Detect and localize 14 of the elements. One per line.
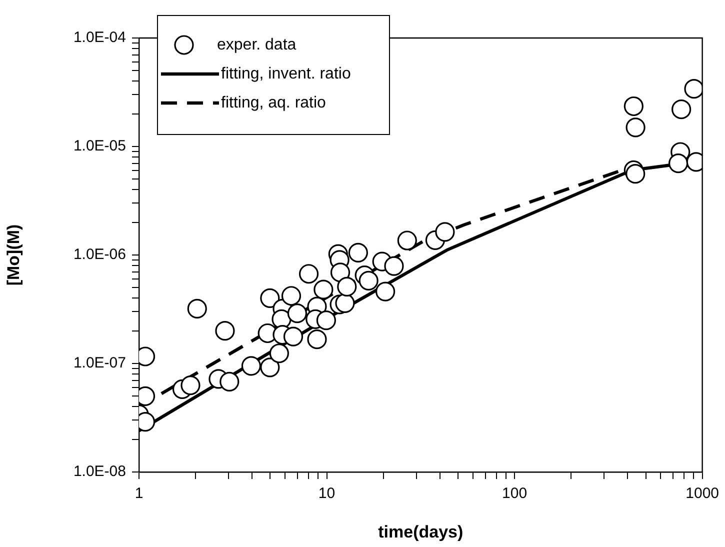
- x-tick-label: 1: [134, 485, 144, 502]
- legend-label: fitting, invent. ratio: [221, 65, 351, 82]
- legend-label: exper. data: [217, 36, 296, 54]
- y-tick-label: 1.0E-07: [73, 354, 126, 372]
- y-tick-label: 1.0E-06: [73, 246, 126, 264]
- y-tick-label: 1.0E-04: [73, 29, 126, 46]
- y-tick-label: 1.0E-05: [73, 138, 126, 155]
- x-tick-label: 10: [318, 485, 336, 502]
- x-tick-label: 1000: [686, 485, 720, 502]
- y-tick-label: 1.0E-08: [73, 463, 126, 480]
- legend-label: fitting, aq. ratio: [221, 94, 326, 112]
- y-axis-title: [Mo](M): [4, 224, 23, 286]
- x-axis-title: time(days): [378, 522, 464, 542]
- x-tick-label: 100: [502, 485, 528, 502]
